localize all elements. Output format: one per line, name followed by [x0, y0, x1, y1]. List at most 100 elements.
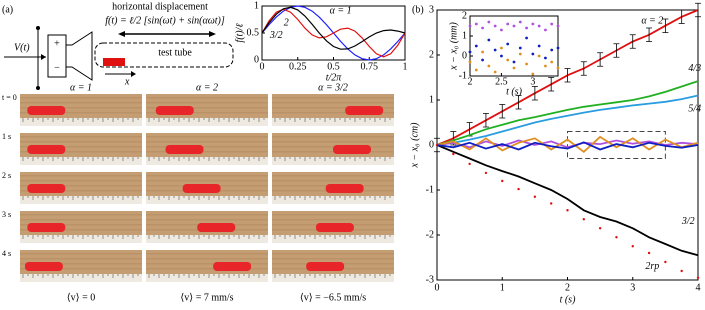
tube — [325, 184, 364, 193]
time-label: 3 s — [2, 210, 11, 219]
wood-grain — [146, 97, 268, 99]
error-bar — [515, 95, 522, 110]
data-point — [525, 36, 528, 40]
error-bar — [646, 27, 653, 42]
data-point — [487, 38, 491, 42]
wood-grain — [146, 268, 268, 270]
data-point — [493, 24, 497, 28]
wood-grain — [146, 151, 268, 153]
ruler — [272, 235, 394, 243]
wood-grain — [146, 219, 268, 221]
wood-grain — [20, 151, 142, 153]
tube-label: test tube — [158, 47, 192, 58]
ruler — [272, 274, 394, 282]
data-point — [468, 24, 472, 28]
x-axis-label: t (s) — [506, 86, 523, 97]
wood-grain — [146, 180, 268, 182]
x-tick-label: 1 — [403, 61, 408, 72]
column-header: α = 2 — [196, 82, 218, 93]
wood-grain — [20, 190, 142, 192]
minus: − — [54, 62, 60, 73]
data-point — [537, 54, 541, 58]
data-point — [512, 66, 516, 70]
data-point — [550, 22, 554, 26]
wood-grain — [20, 112, 142, 114]
ruler — [20, 118, 142, 126]
shaker — [65, 31, 93, 81]
data-point — [518, 46, 522, 50]
arrowhead — [41, 54, 46, 60]
x-tick-label: 0.25 — [289, 61, 307, 72]
series-label: α = 1 — [330, 6, 352, 17]
data-point — [506, 22, 510, 26]
wood-grain — [20, 253, 142, 255]
data-point — [544, 64, 547, 68]
data-line — [436, 94, 699, 146]
data-point — [501, 179, 504, 183]
wood-grain — [272, 97, 394, 99]
data-point — [615, 236, 618, 239]
tube — [24, 262, 63, 271]
x-tick-label: 2 — [565, 282, 570, 293]
wood-grain — [272, 151, 394, 153]
wood-grain — [272, 253, 394, 255]
data-point — [556, 24, 560, 28]
data-line — [261, 6, 406, 50]
y-axis-label: x − x₀ (cm) — [409, 122, 420, 169]
wood-grain — [146, 112, 268, 114]
time-label: 4 s — [2, 249, 11, 258]
wood-grain — [20, 136, 142, 138]
y-tick-label: 1 — [429, 94, 434, 105]
zoom-box — [567, 131, 666, 159]
data-point — [556, 46, 560, 50]
data-point — [631, 245, 634, 248]
error-bar — [580, 61, 587, 76]
data-point — [531, 72, 535, 76]
plot-area — [469, 15, 559, 77]
data-point — [550, 60, 554, 64]
block — [103, 58, 125, 66]
error-bar — [695, 2, 701, 18]
ruler — [146, 118, 268, 126]
wood-grain — [272, 180, 394, 182]
wood-grain — [272, 107, 394, 109]
terminal — [36, 26, 40, 30]
ruler — [272, 196, 394, 204]
time-label: t = 0 — [2, 93, 17, 102]
y-tick-label: 0 — [462, 50, 467, 61]
tube — [94, 42, 234, 68]
data-point — [582, 218, 586, 221]
tube — [315, 223, 354, 232]
wood-grain — [20, 102, 142, 104]
ruler — [20, 196, 142, 204]
series-label: α = 2 — [641, 16, 663, 27]
data-point — [556, 66, 560, 70]
data-line — [436, 141, 699, 151]
data-point — [537, 44, 541, 48]
photo-grid: α = 1 ⟨v⟩ = 0 α = 2 ⟨v⟩ = 7 mm/s α = 3/2 ⟨v⟩ … — [2, 82, 394, 303]
data-point — [474, 22, 478, 26]
data-point — [500, 46, 503, 50]
wood-grain — [20, 219, 142, 221]
ruler — [20, 157, 142, 165]
data-point — [500, 54, 503, 58]
ruler — [20, 235, 142, 243]
data-point — [512, 24, 516, 28]
y-tick-label: 3 — [429, 4, 434, 15]
y-tick-label: -2 — [426, 229, 434, 240]
data-point — [537, 24, 541, 28]
data-point — [487, 64, 491, 68]
wood-grain — [20, 263, 142, 265]
data-point — [506, 42, 510, 46]
wood-grain — [272, 214, 394, 216]
data-point — [549, 202, 553, 205]
wood-grain — [272, 258, 394, 260]
y-tick-label: -1 — [426, 184, 434, 195]
data-point — [544, 56, 547, 60]
wood-grain — [146, 175, 268, 177]
data-point — [500, 28, 503, 32]
tube — [182, 184, 221, 193]
data-point — [493, 70, 497, 74]
series-label: 4/3 — [688, 63, 701, 74]
